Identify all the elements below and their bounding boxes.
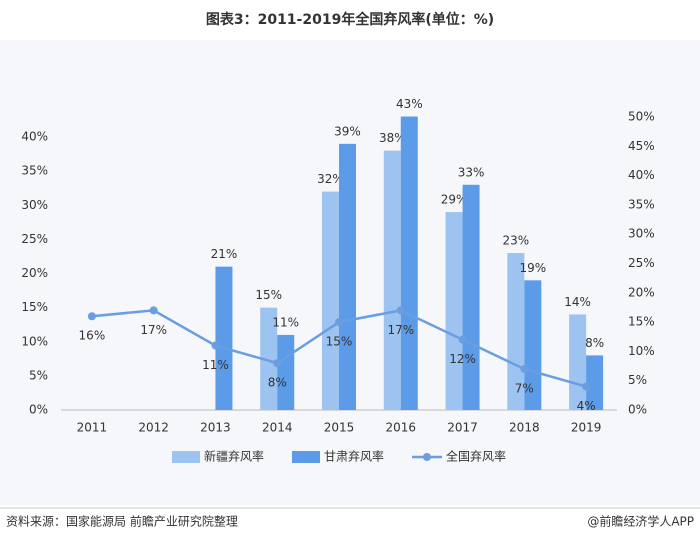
y-tick-label: 25% (21, 232, 48, 246)
bar (569, 314, 587, 410)
x-tick-label: 2017 (447, 421, 478, 435)
chart-title: 图表3：2011-2019年全国弃风率(单位：%) (206, 11, 494, 28)
bar (383, 150, 401, 410)
y-tick-label: 5% (29, 368, 48, 382)
source: 资料来源：国家能源局 前瞻产业研究院整理 (6, 514, 238, 529)
data-label: 15% (255, 288, 282, 302)
y-tick-label: 10% (21, 334, 48, 348)
bar (339, 143, 356, 410)
x-tick-label: 2012 (138, 421, 169, 435)
y2-tick-label: 50% (628, 110, 655, 124)
line-point (335, 318, 343, 327)
data-label: 11% (202, 358, 229, 372)
x-tick-label: 2018 (509, 421, 540, 435)
y2-tick-label: 5% (628, 373, 647, 387)
data-label: 43% (396, 97, 423, 111)
legend-marker (423, 453, 431, 461)
line-point (149, 306, 158, 315)
bar (215, 266, 233, 410)
y-tick-label: 15% (21, 300, 48, 314)
x-tick-label: 2011 (77, 421, 108, 435)
data-label: 7% (515, 381, 534, 395)
line-point (582, 382, 591, 391)
y2-tick-label: 45% (628, 139, 655, 153)
data-label: 29% (441, 193, 468, 207)
legend-label: 甘肃弃风率 (324, 449, 384, 464)
x-tick-label: 2014 (262, 421, 293, 435)
data-label: 32% (317, 172, 344, 186)
line-point (458, 335, 467, 344)
bar (400, 116, 418, 411)
y2-tick-label: 35% (628, 197, 655, 211)
legend-swatch (292, 451, 320, 463)
data-label: 39% (334, 124, 361, 138)
y2-tick-label: 10% (628, 344, 655, 358)
data-label: 15% (326, 335, 353, 349)
x-tick-label: 2013 (200, 421, 231, 435)
y2-tick-label: 25% (628, 256, 655, 270)
y2-tick-label: 15% (628, 315, 655, 329)
data-label: 38% (379, 131, 406, 145)
y2-tick-label: 0% (628, 403, 647, 417)
line-point (211, 341, 220, 350)
bar (445, 212, 463, 410)
line-point (520, 364, 529, 373)
data-label: 4% (577, 399, 596, 413)
y-tick-label: 30% (21, 198, 48, 212)
data-label: 17% (140, 323, 167, 337)
legend-swatch (172, 451, 200, 463)
y2-tick-label: 20% (628, 285, 655, 299)
y-tick-label: 35% (21, 164, 48, 178)
credit: @前瞻经济学人APP (587, 514, 694, 529)
data-label: 14% (564, 295, 591, 309)
x-tick-label: 2015 (324, 421, 355, 435)
x-tick-label: 2019 (571, 421, 602, 435)
data-label: 23% (502, 234, 529, 248)
legend-label: 新疆弃风率 (204, 449, 264, 464)
line-point (87, 312, 96, 321)
data-label: 8% (585, 336, 604, 350)
bar (322, 191, 339, 410)
legend-label: 全国弃风率 (446, 449, 506, 464)
bar (462, 184, 480, 410)
y2-tick-label: 40% (628, 168, 655, 182)
bar (260, 307, 278, 410)
data-label: 33% (458, 165, 485, 179)
data-label: 8% (268, 376, 287, 390)
data-label: 16% (79, 329, 106, 343)
bar (507, 253, 525, 410)
bar (277, 334, 295, 410)
y-tick-label: 20% (21, 266, 48, 280)
data-label: 19% (519, 261, 546, 275)
y-tick-label: 40% (21, 130, 48, 144)
data-label: 11% (272, 315, 299, 329)
line-point (396, 306, 405, 315)
data-label: 12% (449, 352, 476, 366)
bar (524, 280, 542, 410)
bar (586, 355, 604, 410)
x-tick-label: 2016 (386, 421, 417, 435)
data-label: 21% (211, 247, 238, 261)
line-point (273, 359, 282, 368)
y2-tick-label: 30% (628, 227, 655, 241)
data-label: 17% (387, 323, 414, 337)
y-tick-label: 0% (29, 403, 48, 417)
